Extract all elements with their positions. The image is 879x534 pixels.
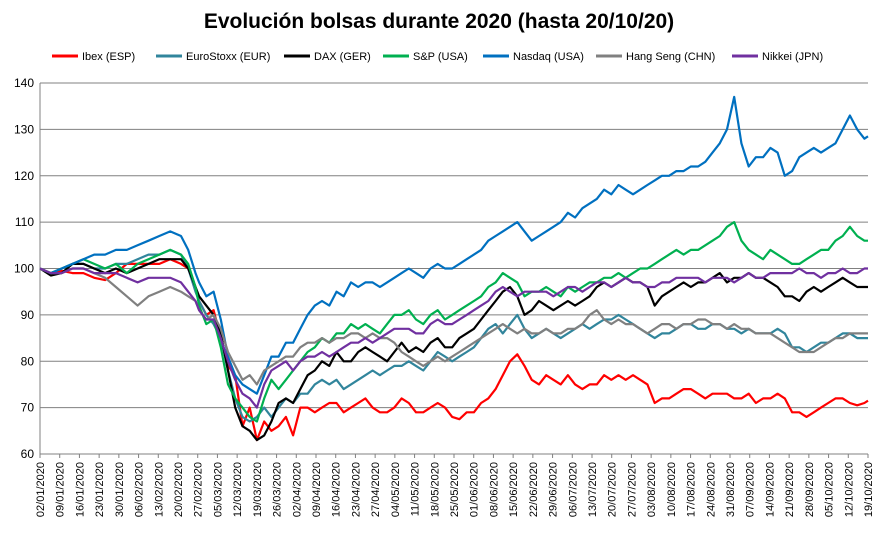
x-tick-label: 23/01/2020: [94, 462, 106, 517]
x-tick-label: 13/07/2020: [587, 462, 599, 517]
x-tick-label: 12/10/2020: [843, 462, 855, 517]
x-tick-label: 14/09/2020: [764, 462, 776, 517]
x-tick-label: 25/05/2020: [449, 462, 461, 517]
y-axis: 60 70 80 90 100 110 120 130 140: [14, 76, 41, 461]
x-tick-label: 23/04/2020: [350, 462, 362, 517]
y-tick-label: 130: [14, 122, 34, 136]
x-tick-label: 22/06/2020: [528, 462, 540, 517]
x-tick-label: 03/08/2020: [646, 462, 658, 517]
x-tick-label: 09/04/2020: [311, 462, 323, 517]
legend-label-nikkei-jpn: Nikkei (JPN): [762, 51, 823, 63]
x-tick-label: 06/07/2020: [567, 462, 579, 517]
legend-label-hang-seng-chn: Hang Seng (CHN): [626, 51, 715, 63]
series-line-dax-ger: [39, 258, 868, 442]
y-tick-label: 120: [14, 169, 34, 183]
x-tick-label: 19/03/2020: [252, 462, 264, 517]
x-tick-label: 19/10/2020: [863, 462, 875, 517]
x-tick-label: 26/03/2020: [272, 462, 284, 517]
x-axis: 02/01/2020 09/01/2020 16/01/2020 23/01/2020…: [35, 453, 875, 517]
x-tick-label: 18/05/2020: [429, 462, 441, 517]
x-tick-label: 05/10/2020: [824, 462, 836, 517]
x-tick-label: 02/04/2020: [291, 462, 303, 517]
x-tick-label: 06/02/2020: [134, 462, 146, 517]
x-tick-label: 21/09/2020: [784, 462, 796, 517]
x-tick-label: 27/04/2020: [370, 462, 382, 517]
series-line-nikkei-jpn: [39, 267, 868, 409]
x-tick-label: 10/08/2020: [666, 462, 678, 517]
series-lines: [39, 95, 869, 442]
y-tick-label: 90: [21, 308, 35, 322]
series-line-ibex-esp: [39, 258, 869, 442]
x-tick-label: 16/01/2020: [74, 462, 86, 517]
legend-label-dax-ger: DAX (GER): [314, 51, 371, 63]
x-tick-label: 13/02/2020: [153, 462, 165, 517]
x-tick-label: 04/05/2020: [390, 462, 402, 517]
chart-title: Evolución bolsas durante 2020 (hasta 20/…: [204, 10, 674, 33]
x-tick-label: 15/06/2020: [508, 462, 520, 517]
y-tick-label: 80: [21, 354, 35, 368]
y-tick-label: 60: [21, 447, 35, 461]
gridlines: [40, 82, 868, 455]
series-line-hang-seng-chn: [39, 267, 868, 386]
legend-label-nasdaq-usa: Nasdaq (USA): [513, 51, 584, 63]
x-tick-label: 02/01/2020: [35, 462, 47, 517]
x-tick-label: 05/03/2020: [212, 462, 224, 517]
y-tick-label: 70: [21, 401, 35, 415]
legend-label-ibex-esp: Ibex (ESP): [82, 51, 135, 63]
y-tick-label: 100: [14, 262, 34, 276]
legend: Ibex (ESP) EuroStoxx (EUR) DAX (GER) S&P (U…: [52, 51, 823, 63]
x-tick-label: 29/06/2020: [548, 462, 560, 517]
x-tick-label: 01/06/2020: [469, 462, 481, 517]
x-tick-label: 24/08/2020: [705, 462, 717, 517]
x-tick-label: 27/02/2020: [193, 462, 205, 517]
x-tick-label: 28/09/2020: [804, 462, 816, 517]
y-tick-label: 140: [14, 76, 34, 90]
x-tick-label: 20/07/2020: [607, 462, 619, 517]
x-tick-label: 27/07/2020: [626, 462, 638, 517]
x-tick-label: 08/06/2020: [488, 462, 500, 517]
x-tick-label: 07/09/2020: [745, 462, 757, 517]
x-tick-label: 11/05/2020: [410, 462, 422, 516]
y-tick-label: 110: [15, 215, 34, 229]
x-tick-label: 12/03/2020: [232, 462, 244, 517]
x-tick-label: 17/08/2020: [686, 462, 698, 517]
x-tick-label: 16/04/2020: [331, 462, 343, 517]
x-tick-label: 30/01/2020: [114, 462, 126, 517]
series-line-nasdaq-usa: [39, 95, 869, 395]
legend-label-s-p-usa: S&P (USA): [413, 51, 468, 63]
x-tick-label: 09/01/2020: [55, 462, 67, 517]
x-tick-label: 20/02/2020: [173, 462, 185, 517]
legend-label-eurostoxx-eur: EuroStoxx (EUR): [186, 51, 270, 63]
x-tick-label: 31/08/2020: [725, 462, 737, 517]
